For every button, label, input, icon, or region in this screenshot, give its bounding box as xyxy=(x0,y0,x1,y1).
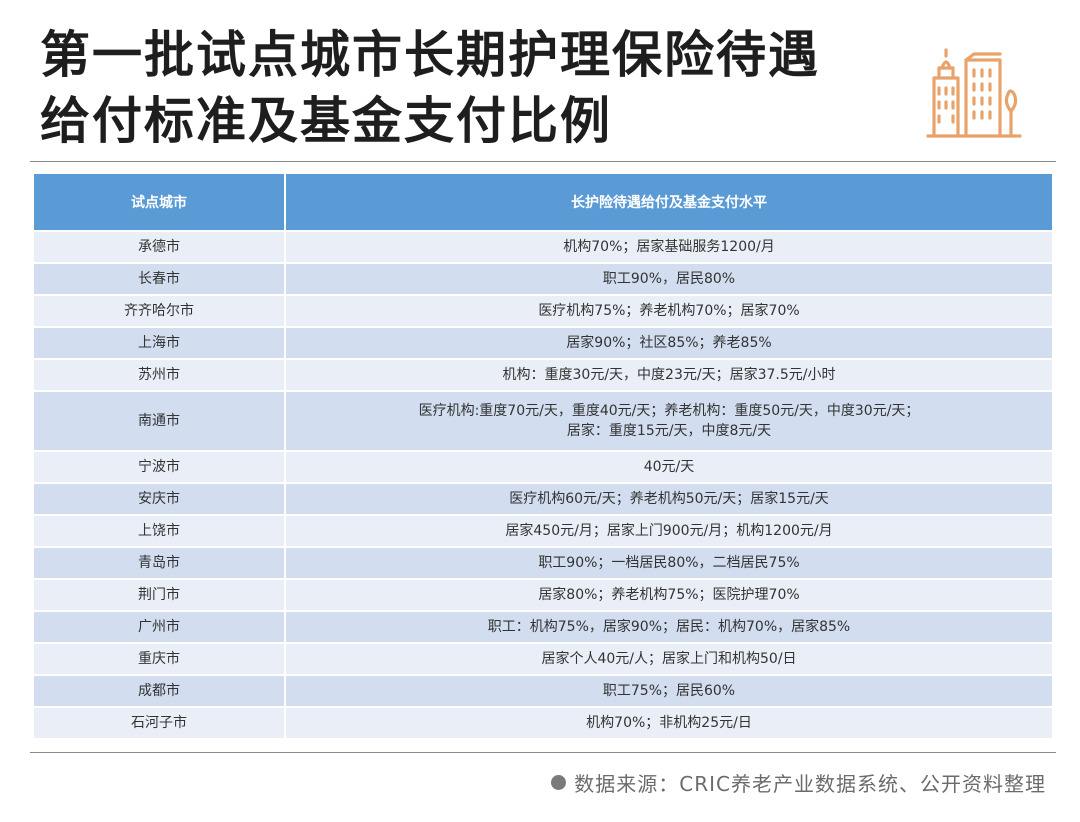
level-cell: 医疗机构75%；养老机构70%；居家70% xyxy=(284,294,1052,327)
table-header-row: 试点城市 长护险待遇给付及基金支付水平 xyxy=(34,174,1052,231)
table-row: 石河子市 机构70%；非机构25元/日 xyxy=(34,706,1052,738)
level-cell: 机构：重度30元/天，中度23元/天；居家37.5元/小时 xyxy=(284,358,1052,391)
city-cell: 上海市 xyxy=(34,326,285,359)
city-cell: 重庆市 xyxy=(34,642,285,675)
table-row: 上饶市 居家450元/月；居家上门900元/月；机构1200元/月 xyxy=(34,514,1052,547)
level-cell: 居家80%；养老机构75%；医院护理70% xyxy=(284,578,1052,611)
city-cell: 上饶市 xyxy=(34,514,285,547)
city-cell: 荆门市 xyxy=(34,578,285,611)
city-cell: 青岛市 xyxy=(34,546,285,579)
city-cell: 石河子市 xyxy=(34,706,285,738)
city-cell: 苏州市 xyxy=(34,358,285,391)
level-line-1: 医疗机构:重度70元/天，重度40元/天；养老机构：重度50元/天，中度30元/… xyxy=(418,403,920,419)
table-row: 广州市 职工：机构75%，居家90%；居民：机构70%，居家85% xyxy=(34,610,1052,643)
policy-table: 试点城市 长护险待遇给付及基金支付水平 承德市 机构70%；居家基础服务1200/… xyxy=(34,174,1052,738)
level-cell: 机构70%；居家基础服务1200/月 xyxy=(284,230,1052,263)
source-note: 数据来源：CRIC养老产业数据系统、公开资料整理 xyxy=(551,768,1046,797)
city-cell: 成都市 xyxy=(34,674,285,707)
table-row: 上海市 居家90%；社区85%；养老85% xyxy=(34,326,1052,359)
table-row: 成都市 职工75%；居民60% xyxy=(34,674,1052,707)
table-row: 青岛市 职工90%；一档居民80%，二档居民75% xyxy=(34,546,1052,579)
column-header-city: 试点城市 xyxy=(34,174,285,231)
column-header-level: 长护险待遇给付及基金支付水平 xyxy=(284,174,1052,231)
level-cell: 40元/天 xyxy=(284,450,1052,483)
table-row: 重庆市 居家个人40元/人；居家上门和机构50/日 xyxy=(34,642,1052,675)
level-cell: 机构70%；非机构25元/日 xyxy=(284,706,1052,738)
footer-divider xyxy=(30,752,1056,753)
table-row: 长春市 职工90%，居民80% xyxy=(34,262,1052,295)
city-cell: 宁波市 xyxy=(34,450,285,483)
table-row: 安庆市 医疗机构60元/天；养老机构50元/天；居家15元/天 xyxy=(34,482,1052,515)
table-row: 宁波市 40元/天 xyxy=(34,450,1052,483)
level-cell: 居家90%；社区85%；养老85% xyxy=(284,326,1052,359)
table-row: 南通市 医疗机构:重度70元/天，重度40元/天；养老机构：重度50元/天，中度… xyxy=(34,390,1052,451)
header-divider xyxy=(30,161,1056,162)
table-row: 苏州市 机构：重度30元/天，中度23元/天；居家37.5元/小时 xyxy=(34,358,1052,391)
level-cell: 居家450元/月；居家上门900元/月；机构1200元/月 xyxy=(284,514,1052,547)
level-cell: 职工90%；一档居民80%，二档居民75% xyxy=(284,546,1052,579)
level-cell: 职工75%；居民60% xyxy=(284,674,1052,707)
level-cell: 职工：机构75%，居家90%；居民：机构70%，居家85% xyxy=(284,610,1052,643)
level-cell: 医疗机构60元/天；养老机构50元/天；居家15元/天 xyxy=(284,482,1052,515)
table-row: 承德市 机构70%；居家基础服务1200/月 xyxy=(34,230,1052,263)
city-cell: 承德市 xyxy=(34,230,285,263)
level-cell: 医疗机构:重度70元/天，重度40元/天；养老机构：重度50元/天，中度30元/… xyxy=(284,390,1052,451)
table-row: 荆门市 居家80%；养老机构75%；医院护理70% xyxy=(34,578,1052,611)
city-cell: 广州市 xyxy=(34,610,285,643)
city-cell: 南通市 xyxy=(34,390,285,451)
page-title: 第一批试点城市长期护理保险待遇 给付标准及基金支付比例 xyxy=(40,22,900,154)
level-cell: 职工90%，居民80% xyxy=(284,262,1052,295)
city-cell: 齐齐哈尔市 xyxy=(34,294,285,327)
city-cell: 安庆市 xyxy=(34,482,285,515)
city-cell: 长春市 xyxy=(34,262,285,295)
level-cell: 居家个人40元/人；居家上门和机构50/日 xyxy=(284,642,1052,675)
bullet-dot-icon xyxy=(551,775,567,790)
title-line-1: 第一批试点城市长期护理保险待遇 xyxy=(40,26,820,84)
title-line-2: 给付标准及基金支付比例 xyxy=(40,92,612,150)
source-text: 数据来源：CRIC养老产业数据系统、公开资料整理 xyxy=(574,772,1046,796)
city-buildings-icon xyxy=(926,48,1022,138)
table-row: 齐齐哈尔市 医疗机构75%；养老机构70%；居家70% xyxy=(34,294,1052,327)
level-line-2: 居家：重度15元/天，中度8元/天 xyxy=(566,423,772,439)
